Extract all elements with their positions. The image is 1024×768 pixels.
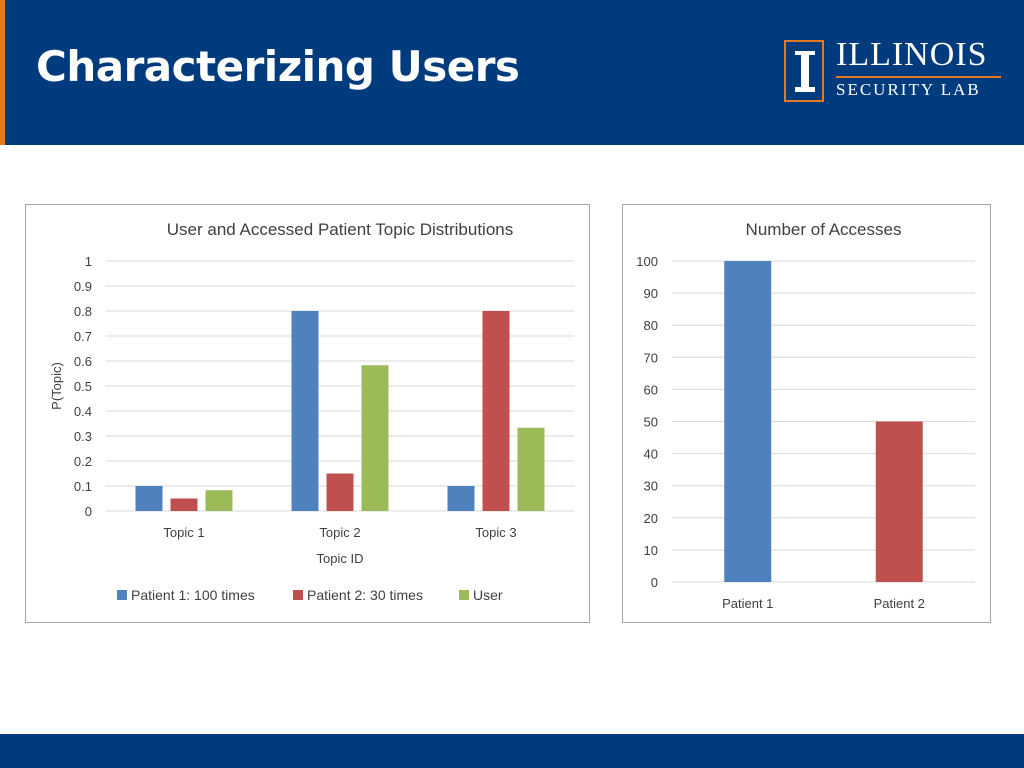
- bar: [875, 421, 923, 582]
- legend-label: User: [473, 587, 503, 603]
- bar: [517, 427, 545, 511]
- y-tick-label: 0.9: [74, 279, 92, 294]
- x-tick-label: Topic 1: [163, 525, 204, 540]
- number-of-accesses-chart: Number of Accesses 0 10 20 30 40 50 60 70 80 90 100…: [622, 204, 991, 623]
- y-tick-label: 100: [636, 254, 658, 269]
- legend-swatch: [117, 590, 127, 600]
- legend-label: Patient 1: 100 times: [131, 587, 255, 603]
- bar: [447, 486, 475, 511]
- bar: [482, 311, 510, 511]
- y-tick-label: 10: [644, 543, 658, 558]
- y-tick-label: 70: [644, 350, 658, 365]
- bar: [291, 311, 319, 511]
- slide-header: Characterizing Users ILLINOIS SECURITY L…: [0, 0, 1024, 145]
- y-tick-label: 80: [644, 318, 658, 333]
- logo-subtitle: SECURITY LAB: [836, 80, 981, 99]
- y-tick-label: 1: [85, 254, 92, 269]
- x-tick-label: Patient 2: [874, 596, 925, 611]
- number-of-accesses-svg: Number of Accesses 0 10 20 30 40 50 60 70 80 90 100…: [636, 220, 975, 611]
- x-tick-label: Patient 1: [722, 596, 773, 611]
- legend-swatch: [459, 590, 469, 600]
- slide-footer: [0, 734, 1024, 768]
- y-tick-label: 0: [651, 575, 658, 590]
- bar: [170, 498, 198, 511]
- illinois-security-lab-logo: ILLINOIS SECURITY LAB: [784, 36, 1006, 104]
- x-tick-label: Topic 3: [475, 525, 516, 540]
- x-axis-title: Topic ID: [317, 551, 364, 566]
- bar: [326, 473, 354, 511]
- y-tick-label: 0.4: [74, 404, 92, 419]
- chart-title: Number of Accesses: [746, 220, 902, 239]
- y-tick-label: 0.6: [74, 354, 92, 369]
- bar: [205, 490, 233, 511]
- bar: [361, 365, 389, 511]
- logo-wordmark: ILLINOIS: [836, 36, 988, 73]
- y-tick-label: 0.3: [74, 429, 92, 444]
- y-tick-label: 0.2: [74, 454, 92, 469]
- topic-distribution-svg: User and Accessed Patient Topic Distribu…: [49, 220, 574, 603]
- header-accent-stripe: [0, 0, 5, 145]
- y-tick-label: 0.1: [74, 479, 92, 494]
- y-tick-label: 90: [644, 286, 658, 301]
- y-tick-label: 0.8: [74, 304, 92, 319]
- y-axis-title: P(Topic): [49, 362, 64, 410]
- y-tick-label: 60: [644, 382, 658, 397]
- legend-label: Patient 2: 30 times: [307, 587, 423, 603]
- topic-distribution-chart: User and Accessed Patient Topic Distribu…: [25, 204, 590, 623]
- chart-title: User and Accessed Patient Topic Distribu…: [167, 220, 513, 239]
- y-tick-label: 30: [644, 479, 658, 494]
- column-logo-icon: [784, 40, 824, 102]
- y-tick-label: 40: [644, 447, 658, 462]
- y-tick-label: 0: [85, 504, 92, 519]
- x-tick-label: Topic 2: [319, 525, 360, 540]
- slide-title: Characterizing Users: [36, 42, 520, 91]
- y-tick-label: 50: [644, 415, 658, 430]
- legend-swatch: [293, 590, 303, 600]
- bar: [135, 486, 163, 511]
- y-tick-label: 20: [644, 511, 658, 526]
- bar: [724, 261, 772, 582]
- logo-divider: [836, 76, 1001, 78]
- y-tick-label: 0.7: [74, 329, 92, 344]
- y-tick-label: 0.5: [74, 379, 92, 394]
